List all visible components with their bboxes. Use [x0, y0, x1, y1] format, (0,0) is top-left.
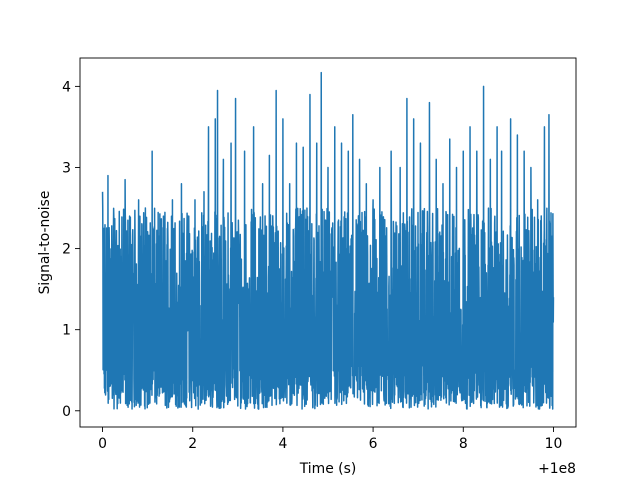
y-tick-label: 0 — [62, 404, 71, 420]
axes-frame — [79, 57, 577, 428]
x-tick-label: 0 — [98, 436, 107, 452]
y-tick-label: 4 — [62, 79, 71, 95]
x-tick-label: 10 — [545, 436, 563, 452]
x-axis-ticks: 0 2 4 6 8 10 — [98, 427, 562, 452]
signal-series-line — [101, 71, 555, 410]
x-tick-label: 6 — [369, 436, 378, 452]
x-tick-label: 4 — [278, 436, 287, 452]
y-tick-label: 2 — [62, 242, 71, 258]
y-axis-label: Signal-to-noise — [37, 191, 53, 295]
x-tick-label: 2 — [188, 436, 197, 452]
x-axis-offset-label: +1e8 — [538, 461, 576, 477]
y-tick-label: 3 — [62, 160, 71, 176]
y-axis-ticks: 0 1 2 3 4 — [62, 79, 80, 420]
y-tick-label: 1 — [62, 323, 71, 339]
x-axis-label: Time (s) — [299, 461, 357, 477]
x-tick-label: 8 — [459, 436, 468, 452]
plot-area — [101, 71, 555, 410]
